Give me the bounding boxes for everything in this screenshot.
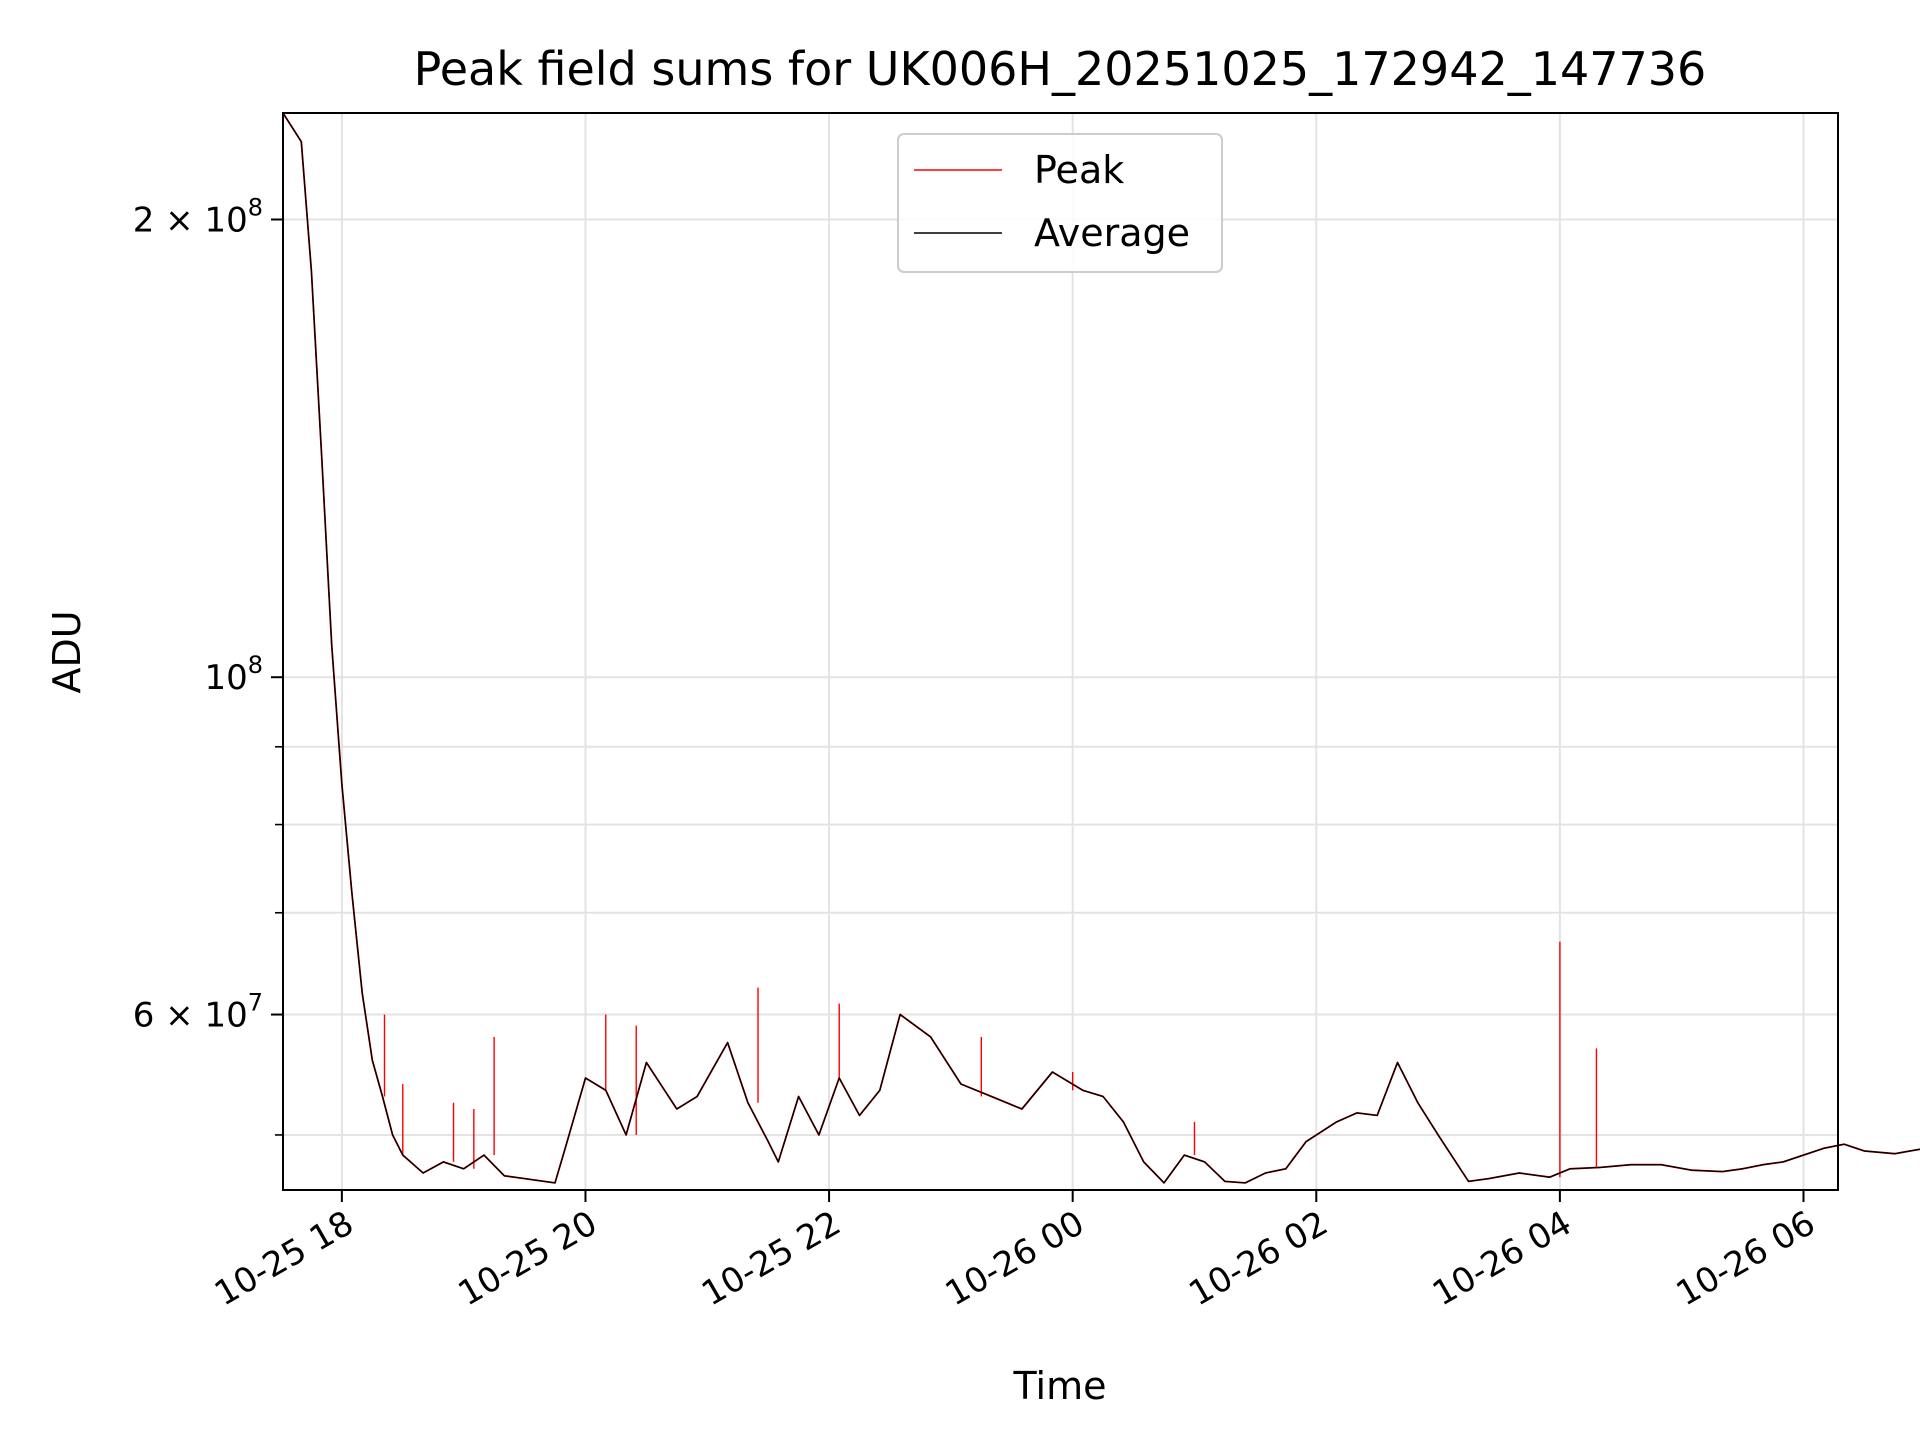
series-line-average: [282, 112, 1920, 1184]
y-tick-exponent: 7: [248, 989, 263, 1017]
y-tick-base: 2 × 10: [133, 200, 248, 240]
y-tick-exponent: 8: [248, 193, 263, 221]
grid: [283, 113, 1838, 1190]
y-tick-exponent: 8: [248, 651, 263, 679]
y-tick-label: 108: [204, 651, 263, 698]
y-axis-label: ADU: [45, 610, 89, 693]
legend-label-average: Average: [1034, 211, 1190, 255]
y-tick-label: 6 × 107: [133, 989, 263, 1036]
legend: Peak Average: [897, 133, 1223, 273]
y-tick-base: 10: [204, 658, 247, 698]
legend-label-peak: Peak: [1034, 148, 1124, 192]
chart-title: Peak field sums for UK006H_20251025_1729…: [414, 42, 1707, 96]
plot-frame: [282, 112, 1839, 1191]
y-tick-label: 2 × 108: [133, 193, 263, 240]
x-axis-label: Time: [1013, 1364, 1107, 1408]
legend-box: [897, 133, 1223, 273]
series-layer: [282, 112, 1920, 1184]
y-tick-base: 6 × 10: [133, 996, 248, 1036]
